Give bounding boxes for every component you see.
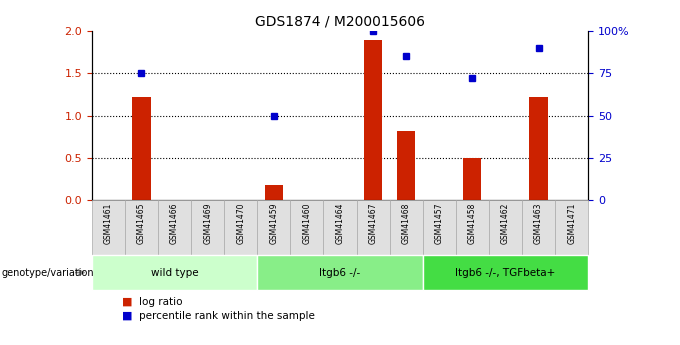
Title: GDS1874 / M200015606: GDS1874 / M200015606 <box>255 14 425 29</box>
Text: GSM41459: GSM41459 <box>269 203 278 244</box>
Bar <box>324 200 356 255</box>
Text: Itgb6 -/-: Itgb6 -/- <box>320 268 360 277</box>
Bar <box>92 200 125 255</box>
Bar <box>423 255 588 290</box>
Bar <box>364 40 382 200</box>
Text: GSM41468: GSM41468 <box>402 203 411 244</box>
Text: GSM41466: GSM41466 <box>170 203 179 244</box>
Text: GSM41465: GSM41465 <box>137 203 146 244</box>
Text: ■: ■ <box>122 311 133 321</box>
Text: GSM41458: GSM41458 <box>468 203 477 244</box>
Text: GSM41461: GSM41461 <box>104 203 113 244</box>
Bar <box>191 200 224 255</box>
Bar <box>265 185 283 200</box>
Bar <box>158 200 191 255</box>
Bar <box>133 97 150 200</box>
Bar <box>356 200 390 255</box>
Text: GSM41463: GSM41463 <box>534 203 543 244</box>
Bar <box>463 158 481 200</box>
Text: percentile rank within the sample: percentile rank within the sample <box>139 311 316 321</box>
Bar <box>522 200 555 255</box>
Text: GSM41460: GSM41460 <box>303 203 311 244</box>
Text: GSM41457: GSM41457 <box>435 203 444 244</box>
Text: GSM41470: GSM41470 <box>236 203 245 244</box>
Bar <box>224 200 257 255</box>
Bar <box>257 255 423 290</box>
Bar <box>257 200 290 255</box>
Text: Itgb6 -/-, TGFbeta+: Itgb6 -/-, TGFbeta+ <box>456 268 556 277</box>
Bar <box>489 200 522 255</box>
Text: GSM41469: GSM41469 <box>203 203 212 244</box>
Text: genotype/variation: genotype/variation <box>1 268 94 277</box>
Bar <box>456 200 489 255</box>
Bar <box>555 200 588 255</box>
Text: ■: ■ <box>122 297 133 307</box>
Bar <box>290 200 324 255</box>
Text: GSM41471: GSM41471 <box>567 203 576 244</box>
Text: GSM41467: GSM41467 <box>369 203 377 244</box>
Bar <box>92 255 257 290</box>
Bar <box>423 200 456 255</box>
Text: GSM41462: GSM41462 <box>501 203 510 244</box>
Bar <box>390 200 423 255</box>
Bar <box>397 131 415 200</box>
Text: wild type: wild type <box>151 268 199 277</box>
Text: GSM41464: GSM41464 <box>335 203 345 244</box>
Bar <box>530 97 547 200</box>
Text: log ratio: log ratio <box>139 297 183 307</box>
Bar <box>125 200 158 255</box>
